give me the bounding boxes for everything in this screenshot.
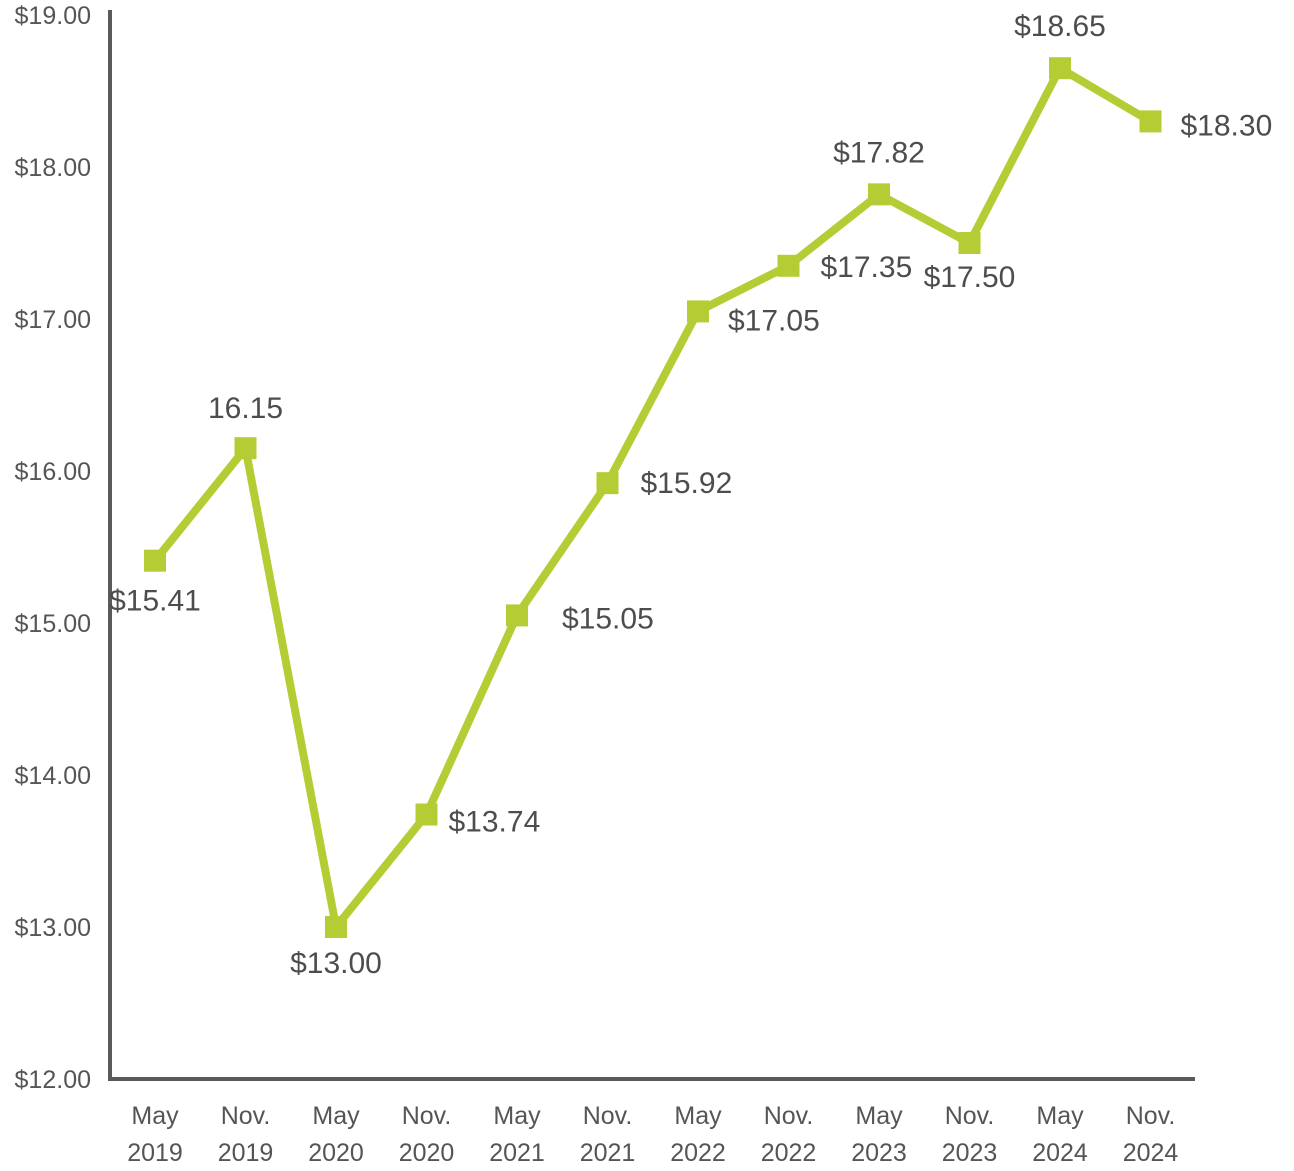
data-label: $17.05 xyxy=(728,304,820,337)
data-point-marker xyxy=(415,803,438,826)
data-label: $18.30 xyxy=(1181,109,1273,142)
y-tick-label: $15.00 xyxy=(15,610,91,638)
y-tick-label: $18.00 xyxy=(15,154,91,182)
data-label: $13.00 xyxy=(290,947,382,980)
data-label: $17.35 xyxy=(821,251,913,284)
data-point-marker xyxy=(506,604,528,627)
x-tick-label: Nov. 2020 xyxy=(399,1102,455,1167)
data-label: $15.41 xyxy=(109,585,201,618)
x-tick-label: May 2019 xyxy=(127,1102,183,1167)
y-tick-label: $19.00 xyxy=(15,2,91,30)
y-tick-label: $14.00 xyxy=(15,762,91,790)
data-labels: $15.41 16.15 $13.00 $13.74 $15.05 $15.92 $17.0… xyxy=(109,10,1272,980)
data-point-marker xyxy=(144,549,166,572)
data-point-marker xyxy=(1139,110,1162,133)
data-label: $15.05 xyxy=(562,602,654,635)
data-point-marker xyxy=(325,916,347,938)
x-tick-label: May 2024 xyxy=(1032,1102,1088,1167)
y-tick-label: $12.00 xyxy=(15,1066,91,1094)
data-label: $17.50 xyxy=(924,261,1016,294)
x-tick-label: May 2023 xyxy=(851,1102,907,1167)
data-point-marker xyxy=(1049,57,1071,80)
y-axis-ticks: $12.00 $13.00 $14.00 $15.00 $16.00 $17.00 $18.… xyxy=(15,2,91,1094)
x-tick-label: May 2021 xyxy=(489,1102,545,1167)
data-point-marker xyxy=(234,437,257,460)
data-point-marker xyxy=(777,254,800,277)
data-point-marker xyxy=(596,472,619,495)
y-tick-label: $16.00 xyxy=(15,458,91,486)
data-label: $17.82 xyxy=(833,136,925,169)
data-label: $15.92 xyxy=(641,467,733,500)
x-tick-label: Nov. 2024 xyxy=(1123,1102,1179,1167)
data-label: $13.74 xyxy=(449,806,541,839)
series xyxy=(144,57,1162,938)
x-tick-label: Nov. 2022 xyxy=(761,1102,817,1167)
y-tick-label: $17.00 xyxy=(15,306,91,334)
data-label: 16.15 xyxy=(208,392,283,425)
data-point-marker xyxy=(868,183,890,206)
series-line xyxy=(151,62,1153,937)
x-axis-ticks: May 2019 Nov. 2019 May 2020 Nov. 2020 May 2021 Nov… xyxy=(127,1102,1178,1167)
axes xyxy=(108,10,1195,1081)
x-tick-label: May 2022 xyxy=(670,1102,726,1167)
x-tick-label: May 2020 xyxy=(308,1102,364,1167)
data-point-marker xyxy=(958,232,981,254)
y-tick-label: $13.00 xyxy=(15,914,91,942)
data-point-marker xyxy=(687,300,709,323)
x-tick-label: Nov. 2019 xyxy=(218,1102,274,1167)
x-tick-label: Nov. 2023 xyxy=(942,1102,998,1167)
x-tick-label: Nov. 2021 xyxy=(580,1102,636,1167)
data-label: $18.65 xyxy=(1014,10,1106,43)
